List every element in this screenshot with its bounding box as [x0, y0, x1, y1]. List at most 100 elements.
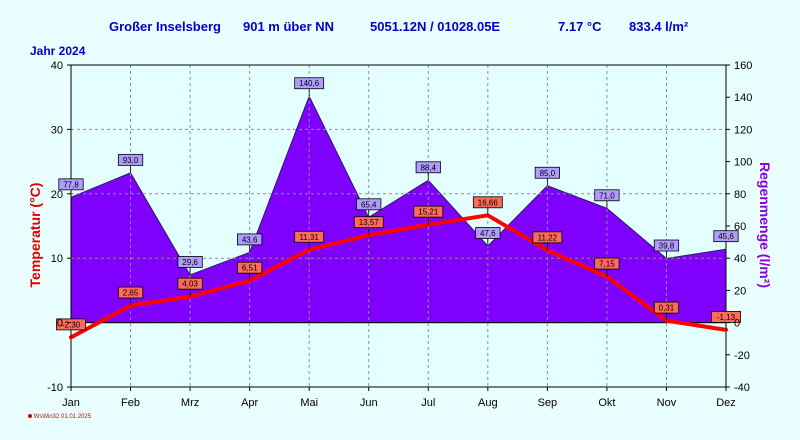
tick-label-x: Feb [121, 397, 140, 409]
temp-label: 16,66 [472, 196, 503, 209]
rain-label: 71,0 [594, 189, 620, 202]
station-name: Großer Inselsberg [109, 19, 221, 34]
temp-label-box [353, 216, 384, 229]
temp-label: 6,51 [237, 261, 263, 274]
rain-label: 77,8 [58, 178, 84, 191]
tick-label-right: 120 [734, 124, 752, 136]
temp-label-text: -2,30 [62, 320, 81, 329]
tick-label-left: 40 [51, 60, 63, 72]
rain-label-text: 85,0 [540, 169, 556, 178]
temp-label-box [472, 196, 503, 209]
temp-label-text: 4,03 [182, 280, 198, 289]
total-rainfall: 833.4 l/m² [629, 19, 689, 34]
temp-label-box [177, 277, 203, 290]
rain-label-box [294, 77, 325, 90]
rain-label-text: 43,6 [242, 235, 258, 244]
rain-label: 43,6 [237, 233, 263, 246]
tick-label-left: 10 [51, 253, 63, 265]
temp-label: 0,31 [653, 301, 680, 314]
rain-label-box [713, 230, 739, 243]
temp-label-box [594, 257, 620, 270]
rain-label-text: 29,6 [182, 258, 198, 267]
temp-label-box [413, 205, 444, 218]
rain-label-box [594, 189, 620, 202]
rain-label: 140,6 [294, 77, 325, 90]
rain-label-box [534, 166, 560, 179]
rain-label: 65,4 [356, 198, 382, 211]
temp-label-text: 7,15 [599, 260, 615, 269]
tick-label-right: 60 [734, 221, 746, 233]
rain-label-text: 47,6 [480, 229, 496, 238]
temp-label: 7,15 [594, 257, 620, 270]
rain-label-box [58, 178, 84, 191]
tick-label-right: 160 [734, 60, 752, 72]
footer-credit: WsWin32 01.01.2025 [28, 414, 91, 420]
temperature-line [69, 213, 728, 340]
rain-label-text: 71,0 [599, 191, 615, 200]
tick-label-right: 80 [734, 189, 746, 201]
tick-label-x: Mai [300, 397, 318, 409]
temp-label: -2,30 [56, 318, 86, 331]
rain-label-text: 39,8 [659, 242, 675, 251]
temp-label-text: 11,31 [299, 233, 319, 242]
rain-label: 93,0 [117, 153, 144, 166]
tick-label-right: 0 [734, 318, 740, 330]
temp-label-box [56, 318, 86, 331]
tick-label-x: Mrz [181, 397, 199, 409]
tick-label-x: Okt [598, 397, 615, 409]
rain-label: 39,8 [653, 239, 680, 252]
tick-label-left: 20 [51, 189, 63, 201]
rain-label-text: 45,6 [718, 232, 734, 241]
temp-label-text: 13,57 [359, 218, 380, 227]
rain-label-text: 93,0 [123, 156, 139, 165]
temp-label: 13,57 [353, 216, 384, 229]
rain-label: 85,0 [534, 166, 560, 179]
rain-label-text: 88,4 [420, 163, 436, 172]
station-altitude: 901 m über NN [243, 19, 335, 34]
tick-label-x: Jan [62, 397, 80, 409]
temp-label-text: 16,66 [478, 198, 499, 207]
y-axis-title-right: Regenmenge (l/m²) [757, 162, 773, 288]
footer-bullet-icon [28, 414, 32, 419]
rain-label-text: 65,4 [361, 200, 377, 209]
tick-label-left: 0 [57, 318, 63, 330]
temp-label-box [117, 286, 144, 299]
tick-label-left: 30 [51, 124, 63, 136]
tick-label-left: -10 [47, 382, 63, 394]
station-coordinates: 5051.12N / 01028.05E [370, 19, 501, 34]
tick-label-right: 20 [734, 285, 746, 297]
footer-text: WsWin32 01.01.2025 [33, 414, 92, 420]
rain-label: 45,6 [713, 230, 739, 243]
rain-label: 88,4 [415, 161, 441, 174]
tick-label-x: Dez [716, 397, 736, 409]
rain-label-box [653, 239, 680, 252]
temp-label-box [237, 261, 263, 274]
tick-label-right: 100 [734, 157, 752, 169]
tick-label-x: Aug [478, 397, 498, 409]
tick-label-x: Sep [538, 397, 558, 409]
rain-label-box [237, 233, 263, 246]
tick-label-right: 140 [734, 92, 752, 104]
tick-label-x: Jun [360, 397, 378, 409]
year-label: Jahr 2024 [30, 44, 86, 58]
rain-label-box [117, 153, 144, 166]
rain-label-box [177, 256, 203, 268]
temp-label-text: 0,31 [659, 304, 675, 313]
rain-label: 47,6 [475, 227, 501, 239]
temp-label-text: -1,13 [717, 313, 736, 322]
temp-label-text: 15,21 [418, 208, 439, 217]
tick-label-right: -20 [734, 350, 750, 362]
temp-label: 11,31 [294, 230, 325, 243]
tick-label-right: 40 [734, 253, 746, 265]
temp-label: 2,65 [117, 286, 144, 299]
temp-label: 4,03 [177, 277, 203, 290]
temp-label-text: 6,51 [242, 264, 258, 273]
rain-label-box [475, 227, 501, 239]
rain-label: 29,6 [177, 256, 203, 268]
temp-label: 11,22 [532, 231, 563, 244]
temp-label-box [294, 230, 325, 243]
temp-label-box [532, 231, 563, 244]
temp-label-box [653, 301, 680, 314]
tick-label-x: Apr [241, 397, 258, 409]
